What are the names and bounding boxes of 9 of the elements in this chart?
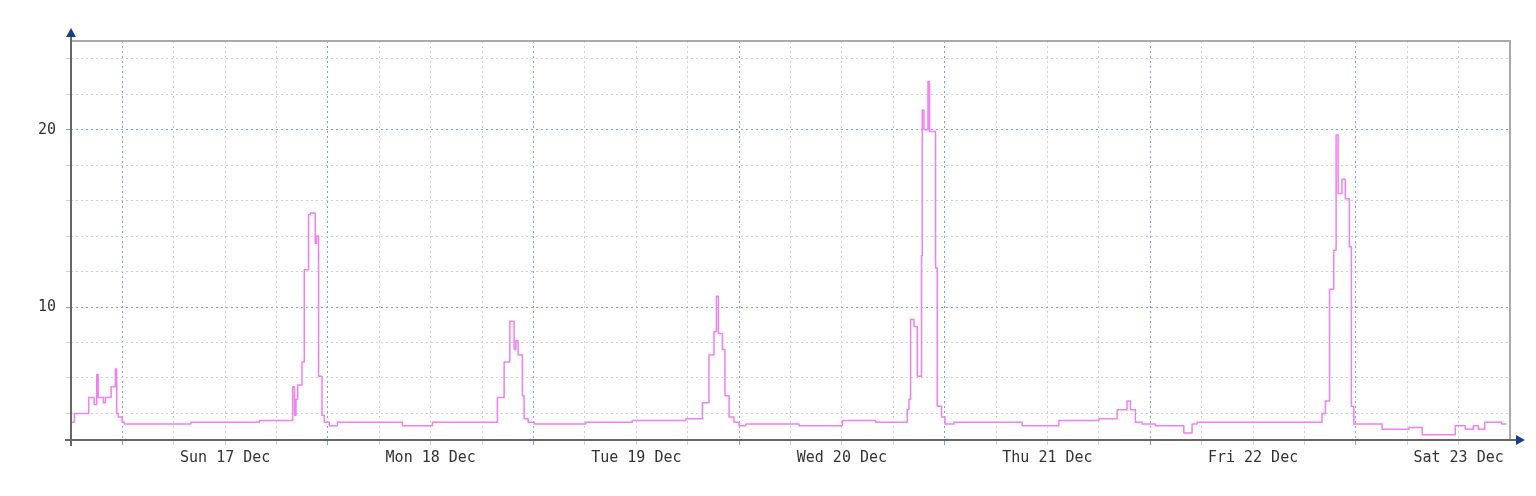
x-tick-label: Sun 17 Dec [180, 447, 271, 466]
x-tick-label: Sat 23 Dec [1413, 447, 1504, 466]
x-tick-label: Thu 21 Dec [1002, 447, 1093, 466]
x-tick-label: Mon 18 Dec [385, 447, 476, 466]
x-tick-label: Tue 19 Dec [591, 447, 682, 466]
y-tick-label: 10 [37, 296, 56, 315]
x-tick-label: Fri 22 Dec [1207, 447, 1299, 466]
y-tick-label: 20 [37, 119, 56, 138]
x-tick-label: Wed 20 Dec [796, 447, 888, 466]
